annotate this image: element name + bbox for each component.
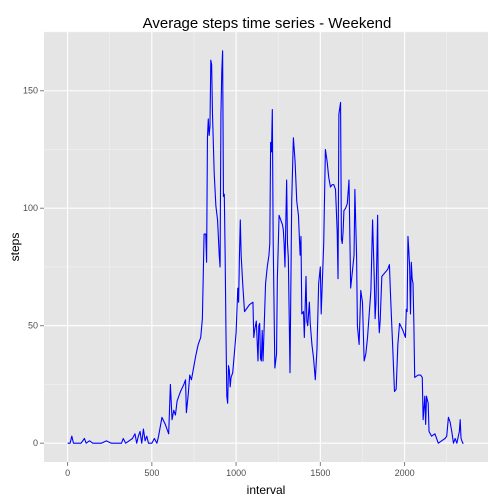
x-tick-label: 500 bbox=[144, 468, 159, 478]
x-axis: 0 500 1000 1500 2000 bbox=[65, 462, 415, 478]
x-axis-title: interval bbox=[247, 483, 286, 497]
plot-panel bbox=[44, 32, 488, 462]
y-tick-label: 100 bbox=[23, 203, 38, 213]
y-axis: 0 50 100 150 bbox=[23, 86, 44, 448]
x-tick-label: 2000 bbox=[395, 468, 415, 478]
grid-major bbox=[44, 32, 488, 462]
y-axis-title: steps bbox=[8, 233, 22, 262]
x-tick-label: 0 bbox=[65, 468, 70, 478]
grid-minor bbox=[44, 31, 488, 462]
x-tick-label: 1500 bbox=[310, 468, 330, 478]
series-line-steps bbox=[67, 50, 464, 444]
y-tick-label: 0 bbox=[33, 438, 38, 448]
y-tick-label: 150 bbox=[23, 86, 38, 96]
y-tick-label: 50 bbox=[28, 321, 38, 331]
x-tick-label: 1000 bbox=[226, 468, 246, 478]
chart-title: Average steps time series - Weekend bbox=[143, 15, 392, 32]
